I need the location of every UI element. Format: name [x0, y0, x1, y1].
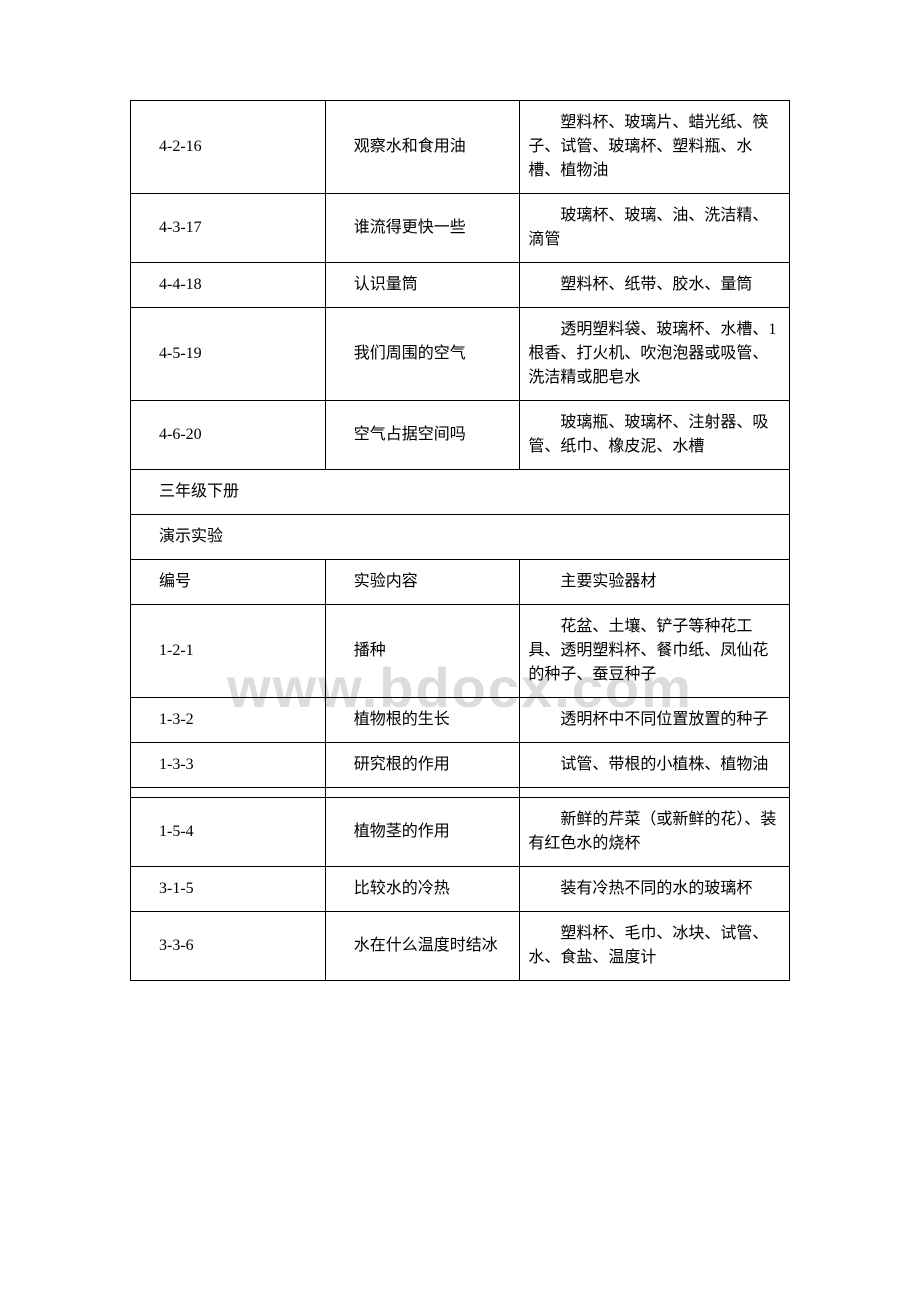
- table-cell: 透明杯中不同位置放置的种子: [520, 698, 790, 743]
- table-cell: [520, 788, 790, 798]
- table-cell: 1-5-4: [131, 798, 326, 867]
- table-cell: 塑料杯、纸带、胶水、量筒: [520, 263, 790, 308]
- table-cell: 塑料杯、毛巾、冰块、试管、水、食盐、温度计: [520, 912, 790, 981]
- table-cell: 4-4-18: [131, 263, 326, 308]
- table-cell: 植物茎的作用: [325, 798, 520, 867]
- table-cell: 水在什么温度时结冰: [325, 912, 520, 981]
- table-row: 1-5-4植物茎的作用新鲜的芹菜（或新鲜的花）、装有红色水的烧杯: [131, 798, 790, 867]
- table-row: 1-3-3研究根的作用试管、带根的小植株、植物油: [131, 743, 790, 788]
- table-cell: 4-5-19: [131, 308, 326, 401]
- table-row: 4-6-20空气占据空间吗玻璃瓶、玻璃杯、注射器、吸管、纸巾、橡皮泥、水槽: [131, 401, 790, 470]
- table-cell: 新鲜的芹菜（或新鲜的花）、装有红色水的烧杯: [520, 798, 790, 867]
- table-cell: [325, 788, 520, 798]
- table-cell: 玻璃瓶、玻璃杯、注射器、吸管、纸巾、橡皮泥、水槽: [520, 401, 790, 470]
- table-cell: 植物根的生长: [325, 698, 520, 743]
- section-header-cell: 演示实验: [131, 515, 790, 560]
- table-cell: 1-2-1: [131, 605, 326, 698]
- table-row: 3-3-6水在什么温度时结冰塑料杯、毛巾、冰块、试管、水、食盐、温度计: [131, 912, 790, 981]
- table-row: 4-5-19我们周围的空气透明塑料袋、玻璃杯、水槽、1 根香、打火机、吹泡泡器或…: [131, 308, 790, 401]
- table-row: 演示实验: [131, 515, 790, 560]
- table-cell: 试管、带根的小植株、植物油: [520, 743, 790, 788]
- section-header-cell: 三年级下册: [131, 470, 790, 515]
- table-cell: 认识量筒: [325, 263, 520, 308]
- table-row: 4-4-18认识量筒塑料杯、纸带、胶水、量筒: [131, 263, 790, 308]
- table-row: 1-2-1播种花盆、土壤、铲子等种花工具、透明塑料杯、餐巾纸、凤仙花的种子、蚕豆…: [131, 605, 790, 698]
- table-cell: [131, 788, 326, 798]
- table-cell: 我们周围的空气: [325, 308, 520, 401]
- table-cell: 3-1-5: [131, 867, 326, 912]
- table-cell: 比较水的冷热: [325, 867, 520, 912]
- experiment-table: 4-2-16观察水和食用油塑料杯、玻璃片、蜡光纸、筷子、试管、玻璃杯、塑料瓶、水…: [130, 100, 790, 981]
- document-page: www.bdocx.com 4-2-16观察水和食用油塑料杯、玻璃片、蜡光纸、筷…: [0, 100, 920, 981]
- table-cell: 花盆、土壤、铲子等种花工具、透明塑料杯、餐巾纸、凤仙花的种子、蚕豆种子: [520, 605, 790, 698]
- table-cell: 装有冷热不同的水的玻璃杯: [520, 867, 790, 912]
- table-cell: 玻璃杯、玻璃、油、洗洁精、滴管: [520, 194, 790, 263]
- table-row: [131, 788, 790, 798]
- table-row: 3-1-5比较水的冷热装有冷热不同的水的玻璃杯: [131, 867, 790, 912]
- table-cell: 4-2-16: [131, 101, 326, 194]
- table-cell: 1-3-3: [131, 743, 326, 788]
- table-cell: 1-3-2: [131, 698, 326, 743]
- table-row: 4-3-17谁流得更快一些玻璃杯、玻璃、油、洗洁精、滴管: [131, 194, 790, 263]
- table-cell: 空气占据空间吗: [325, 401, 520, 470]
- table-cell: 透明塑料袋、玻璃杯、水槽、1 根香、打火机、吹泡泡器或吸管、洗洁精或肥皂水: [520, 308, 790, 401]
- table-cell: 主要实验器材: [520, 560, 790, 605]
- table-cell: 播种: [325, 605, 520, 698]
- table-cell: 4-6-20: [131, 401, 326, 470]
- table-row: 1-3-2植物根的生长透明杯中不同位置放置的种子: [131, 698, 790, 743]
- table-row: 三年级下册: [131, 470, 790, 515]
- table-cell: 4-3-17: [131, 194, 326, 263]
- table-cell: 塑料杯、玻璃片、蜡光纸、筷子、试管、玻璃杯、塑料瓶、水槽、植物油: [520, 101, 790, 194]
- table-row: 4-2-16观察水和食用油塑料杯、玻璃片、蜡光纸、筷子、试管、玻璃杯、塑料瓶、水…: [131, 101, 790, 194]
- table-cell: 3-3-6: [131, 912, 326, 981]
- table-cell: 观察水和食用油: [325, 101, 520, 194]
- table-cell: 实验内容: [325, 560, 520, 605]
- table-cell: 研究根的作用: [325, 743, 520, 788]
- table-cell: 谁流得更快一些: [325, 194, 520, 263]
- table-row: 编号实验内容主要实验器材: [131, 560, 790, 605]
- table-cell: 编号: [131, 560, 326, 605]
